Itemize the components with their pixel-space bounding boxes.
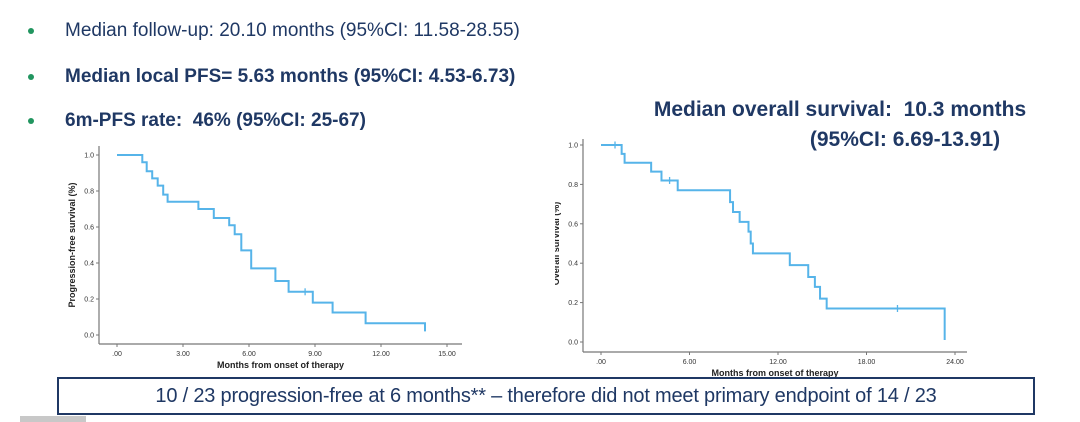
svg-text:0.2: 0.2 xyxy=(84,297,94,304)
svg-text:24.00: 24.00 xyxy=(946,359,964,366)
bullet-item-median-local-pfs: Median local PFS= 5.63 months (95%CI: 4.… xyxy=(28,66,515,88)
bullet-text-median-followup: Median follow-up: 20.10 months (95%CI: 1… xyxy=(65,20,520,41)
svg-text:Months from onset of therapy: Months from onset of therapy xyxy=(217,360,344,370)
bullet-dot-icon xyxy=(28,28,34,34)
conclusion-text: 10 / 23 progression-free at 6 months** –… xyxy=(155,384,937,407)
os-title-line2: (95%CI: 6.69-13.91) xyxy=(809,128,1001,151)
bullet-item-median-followup: Median follow-up: 20.10 months (95%CI: 1… xyxy=(28,20,520,42)
svg-text:18.00: 18.00 xyxy=(858,359,876,366)
conclusion-box: 10 / 23 progression-free at 6 months** –… xyxy=(57,377,1035,415)
svg-text:0.6: 0.6 xyxy=(568,221,578,228)
bullet-text-6m-pfs-rate: 6m-PFS rate: 46% (95%CI: 25-67) xyxy=(65,110,366,131)
bullet-text-median-local-pfs: Median local PFS= 5.63 months (95%CI: 4.… xyxy=(65,66,516,87)
svg-text:0.0: 0.0 xyxy=(568,340,578,347)
svg-text:1.0: 1.0 xyxy=(568,143,578,150)
svg-text:0.8: 0.8 xyxy=(568,182,578,189)
svg-text:Overall survival (%): Overall survival (%) xyxy=(555,202,561,286)
svg-text:3.00: 3.00 xyxy=(176,351,190,358)
svg-text:12.00: 12.00 xyxy=(372,351,390,358)
svg-text:0.6: 0.6 xyxy=(84,225,94,232)
pfs-km-chart: .00 3.00 6.00 9.00 12.00 15.00 0.0 0.2 0.4 0.6 0.8… xyxy=(67,146,462,370)
svg-text:0.8: 0.8 xyxy=(84,189,94,196)
svg-text:Progression-free survival (%): Progression-free survival (%) xyxy=(67,182,77,307)
bottom-edge-decoration xyxy=(20,416,86,422)
os-title-line1: Median overall survival: 10.3 months xyxy=(653,98,1027,121)
bullet-dot-icon xyxy=(28,118,34,124)
svg-text:Months from onset of therapy: Months from onset of therapy xyxy=(711,368,838,378)
os-km-chart: .00 6.00 12.00 18.00 24.00 0.0 0.2 0.4 0.6 0.8 1.0… xyxy=(555,139,967,378)
bullet-dot-icon xyxy=(28,74,34,80)
svg-text:0.0: 0.0 xyxy=(84,333,94,340)
svg-text:0.4: 0.4 xyxy=(84,261,94,268)
svg-text:0.2: 0.2 xyxy=(568,300,578,307)
svg-text:.00: .00 xyxy=(596,359,606,366)
svg-text:6.00: 6.00 xyxy=(242,351,256,358)
svg-text:12.00: 12.00 xyxy=(769,359,787,366)
svg-text:15.00: 15.00 xyxy=(438,351,456,358)
svg-text:9.00: 9.00 xyxy=(308,351,322,358)
svg-text:1.0: 1.0 xyxy=(84,153,94,160)
svg-text:0.4: 0.4 xyxy=(568,261,578,268)
svg-text:6.00: 6.00 xyxy=(683,359,697,366)
bullet-item-6m-pfs-rate: 6m-PFS rate: 46% (95%CI: 25-67) xyxy=(28,110,366,132)
svg-text:.00: .00 xyxy=(112,351,122,358)
